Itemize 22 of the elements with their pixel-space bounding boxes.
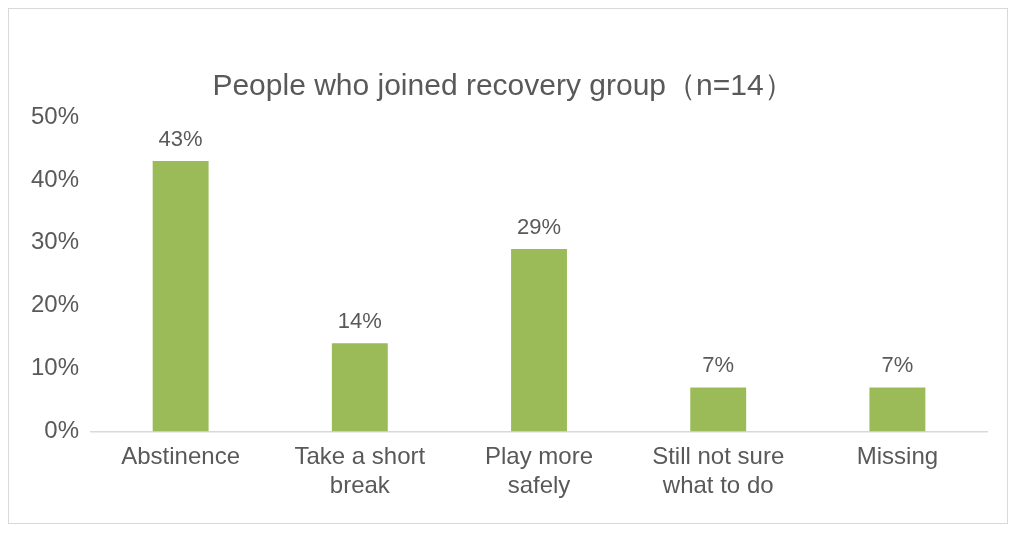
data-label: 43% [158, 126, 203, 152]
x-tick-label: Take a short break [294, 442, 426, 499]
bar [331, 343, 388, 432]
bar [869, 387, 926, 432]
y-tick-label: 0% [44, 416, 80, 444]
y-tick-label: 20% [30, 290, 80, 318]
data-label: 7% [881, 352, 914, 378]
y-tick-label: 10% [30, 353, 80, 381]
bar [690, 387, 747, 432]
x-tick-label: Still not sure what to do [652, 442, 785, 499]
bar [152, 161, 209, 432]
bar [511, 249, 567, 432]
y-tick-label: 50% [30, 101, 80, 129]
data-label: 14% [337, 308, 382, 334]
data-label: 29% [516, 214, 562, 240]
y-tick-label: 40% [30, 164, 80, 192]
y-tick-label: 30% [30, 227, 80, 255]
x-tick-label: Missing [856, 442, 939, 470]
data-label: 7% [702, 352, 735, 378]
x-tick-label: Abstinence [121, 442, 241, 470]
x-tick-label: Play more safely [484, 442, 594, 499]
chart-title: People who joined recovery group（n=14） [212, 68, 794, 102]
